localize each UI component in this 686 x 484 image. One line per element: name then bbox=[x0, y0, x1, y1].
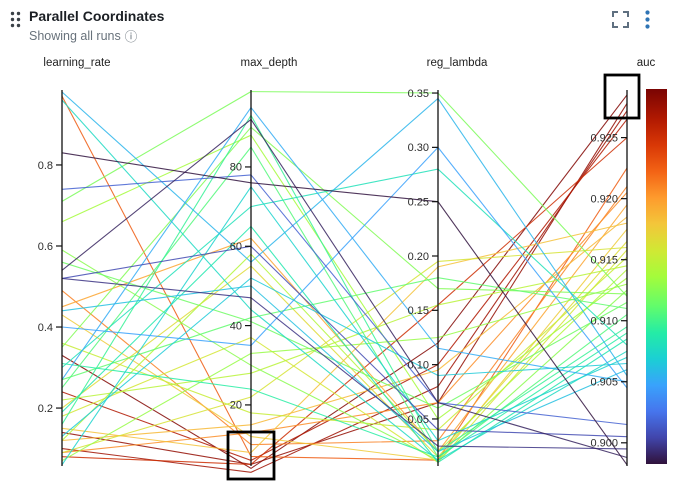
run-line bbox=[61, 174, 628, 426]
run-line bbox=[61, 103, 628, 465]
run-line bbox=[61, 126, 628, 348]
run-line bbox=[61, 249, 628, 464]
run-line bbox=[61, 249, 628, 461]
drag-handle-icon[interactable] bbox=[10, 11, 21, 33]
subtitle-text: Showing all runs bbox=[29, 29, 121, 43]
panel-title: Parallel Coordinates bbox=[29, 8, 165, 24]
tick-label: 40 bbox=[230, 320, 242, 332]
run-line bbox=[61, 118, 628, 461]
run-line bbox=[61, 256, 628, 431]
kebab-menu-icon[interactable] bbox=[645, 10, 650, 29]
colorbar bbox=[646, 89, 667, 464]
run-line bbox=[61, 185, 628, 466]
run-line bbox=[61, 146, 628, 389]
run-line bbox=[61, 222, 628, 454]
tick-label: 0.910 bbox=[590, 316, 618, 328]
tick-label: 0.915 bbox=[590, 254, 618, 266]
run-line bbox=[61, 241, 628, 458]
run-line bbox=[61, 225, 628, 464]
run-line bbox=[61, 146, 628, 458]
tick-label: 0.05 bbox=[408, 414, 429, 426]
info-icon[interactable]: ⓘ bbox=[124, 29, 138, 44]
run-line bbox=[61, 332, 628, 458]
tick-label: 0.15 bbox=[408, 305, 429, 317]
tick-label: 60 bbox=[230, 241, 242, 253]
panel-subtitle: Showing all runs ⓘ bbox=[29, 29, 164, 44]
tick-label: 0.30 bbox=[408, 142, 429, 154]
header-actions bbox=[612, 10, 650, 29]
panel-header: Parallel Coordinates Showing all runs ⓘ bbox=[10, 8, 164, 44]
run-line bbox=[61, 192, 628, 454]
run-line bbox=[61, 134, 628, 420]
run-line bbox=[61, 118, 628, 459]
tick-label: 0.905 bbox=[590, 377, 618, 389]
tick-label: 0.25 bbox=[408, 196, 429, 208]
tick-label: 0.2 bbox=[38, 403, 53, 415]
tick-label: 0.8 bbox=[38, 160, 53, 172]
selection-rect-max_depth[interactable] bbox=[226, 430, 276, 481]
selection-rect-auc[interactable] bbox=[603, 73, 641, 120]
run-line bbox=[61, 277, 628, 437]
run-line bbox=[61, 245, 628, 438]
run-line bbox=[61, 152, 628, 466]
run-line bbox=[61, 114, 628, 453]
axis-max_depth[interactable]: 20 40 60 80 max_depth bbox=[230, 57, 298, 466]
axis-reg_lambda[interactable]: 0.05 0.10 0.15 0.20 0.25 0.30 0.35 reg_lambda bbox=[408, 57, 488, 466]
axis-title-learning_rate: learning_rate bbox=[43, 57, 110, 69]
tick-label: 0.900 bbox=[590, 438, 618, 450]
run-line bbox=[61, 91, 628, 377]
run-line bbox=[61, 168, 628, 368]
run-line bbox=[61, 253, 628, 453]
run-line bbox=[61, 99, 628, 461]
run-line bbox=[61, 91, 628, 297]
run-line bbox=[61, 283, 628, 462]
tick-label: 0.20 bbox=[408, 251, 429, 263]
tick-label: 0.10 bbox=[408, 359, 429, 371]
tick-label: 80 bbox=[230, 162, 242, 174]
run-line bbox=[61, 265, 628, 401]
tick-label: 0.35 bbox=[408, 88, 429, 100]
tick-label: 0.6 bbox=[38, 241, 53, 253]
tick-label: 0.925 bbox=[590, 132, 618, 144]
run-line bbox=[61, 277, 628, 450]
axis-learning_rate[interactable]: 0.2 0.4 0.6 0.8 learning_rate bbox=[38, 57, 111, 466]
axis-title-auc: auc bbox=[637, 57, 656, 69]
tick-label: 0.4 bbox=[38, 322, 53, 334]
fullscreen-icon[interactable] bbox=[612, 11, 629, 28]
run-line bbox=[61, 186, 628, 446]
run-line bbox=[61, 106, 628, 383]
axis-title-reg_lambda: reg_lambda bbox=[427, 57, 488, 69]
axis-title-max_depth: max_depth bbox=[241, 57, 298, 69]
run-line bbox=[61, 285, 628, 453]
run-lines bbox=[61, 91, 628, 473]
run-line bbox=[61, 246, 628, 454]
tick-label: 20 bbox=[230, 400, 242, 412]
axis-auc[interactable]: 0.900 0.905 0.910 0.915 0.920 0.925 auc bbox=[590, 57, 656, 466]
run-line bbox=[61, 94, 628, 470]
run-line bbox=[61, 261, 628, 409]
tick-label: 0.920 bbox=[590, 193, 618, 205]
run-line bbox=[61, 277, 628, 381]
